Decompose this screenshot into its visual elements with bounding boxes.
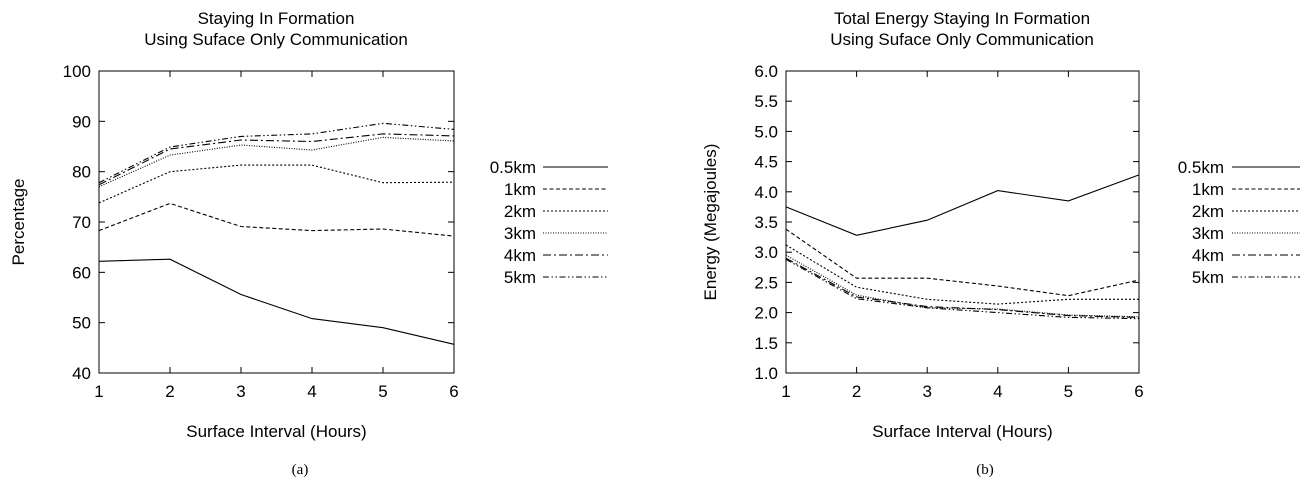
y-axis-label: Percentage: [9, 179, 28, 266]
legend-label-1km: 1km: [504, 180, 536, 199]
y-tick-label: 4.0: [754, 183, 778, 202]
series-line-4km: [98, 133, 455, 186]
series-line-5km: [785, 258, 1140, 320]
y-tick-label: 70: [72, 213, 91, 232]
y-tick-label: 100: [63, 62, 91, 81]
series-line-0p5km: [98, 258, 455, 345]
legend-label-5km: 5km: [504, 268, 536, 287]
caption-a: (a): [292, 462, 309, 478]
legend-label-3km: 3km: [1192, 224, 1224, 243]
x-tick-label: 5: [1064, 382, 1073, 401]
legend-label-4km: 4km: [504, 246, 536, 265]
y-tick-label: 2.0: [754, 304, 778, 323]
x-tick-label: 1: [94, 382, 103, 401]
x-tick-label: 5: [378, 382, 387, 401]
y-tick-label: 3.5: [754, 213, 778, 232]
x-tick-label: 6: [449, 382, 458, 401]
chart-title-line: Using Suface Only Communication: [830, 30, 1094, 49]
series-line-1km: [98, 202, 455, 237]
y-tick-label: 80: [72, 163, 91, 182]
x-tick-label: 3: [922, 382, 931, 401]
legend-label-1km: 1km: [1192, 180, 1224, 199]
y-tick-label: 40: [72, 364, 91, 383]
y-tick-label: 5.5: [754, 92, 778, 111]
x-tick-label: 4: [993, 382, 1002, 401]
chart-title: Total Energy Staying In Formation Using S…: [830, 9, 1094, 49]
chart-title-line: Total Energy Staying In Formation: [834, 9, 1090, 28]
x-tick-label: 3: [236, 382, 245, 401]
x-tick-label: 4: [307, 382, 316, 401]
y-tick-label: 2.5: [754, 273, 778, 292]
series-line-4km: [785, 257, 1140, 318]
caption-b: (b): [976, 462, 994, 478]
legend-label-2km: 2km: [1192, 202, 1224, 221]
legend-label-2km: 2km: [504, 202, 536, 221]
panel-a: Staying In Formation Using Suface Only Co…: [9, 9, 608, 441]
x-axis-label: Surface Interval (Hours): [186, 422, 366, 441]
legend-label-4km: 4km: [1192, 246, 1224, 265]
chart-title: Staying In Formation Using Suface Only Co…: [144, 9, 408, 49]
series-line-3km: [98, 136, 455, 188]
legend-label-3km: 3km: [504, 224, 536, 243]
series-line-0p5km: [785, 174, 1140, 236]
y-tick-label: 50: [72, 314, 91, 333]
y-tick-label: 1.5: [754, 334, 778, 353]
y-tick-label: 5.0: [754, 122, 778, 141]
y-axis-label: Energy (Megajoules): [701, 144, 720, 301]
panel-b: Total Energy Staying In Formation Using S…: [701, 9, 1300, 441]
x-tick-label: 6: [1134, 382, 1143, 401]
plot-frame: [98, 70, 455, 374]
plot-frame: [785, 70, 1140, 374]
x-tick-label: 1: [781, 382, 790, 401]
series-line-1km: [785, 228, 1140, 297]
y-tick-label: 1.0: [754, 364, 778, 383]
x-tick-label: 2: [852, 382, 861, 401]
y-tick-label: 60: [72, 263, 91, 282]
legend-label-0p5km: 0.5km: [490, 158, 536, 177]
x-axis-label: Surface Interval (Hours): [872, 422, 1052, 441]
series-line-5km: [98, 122, 455, 184]
y-tick-label: 3.0: [754, 243, 778, 262]
y-tick-label: 90: [72, 112, 91, 131]
chart-title-line: Staying In Formation: [198, 9, 355, 28]
x-tick-label: 2: [165, 382, 174, 401]
series-line-2km: [785, 244, 1139, 305]
chart-title-line: Using Suface Only Communication: [144, 30, 408, 49]
y-tick-label: 4.5: [754, 153, 778, 172]
legend-label-0p5km: 0.5km: [1178, 158, 1224, 177]
y-tick-label: 6.0: [754, 62, 778, 81]
legend-label-5km: 5km: [1192, 268, 1224, 287]
series-line-2km: [98, 164, 455, 204]
